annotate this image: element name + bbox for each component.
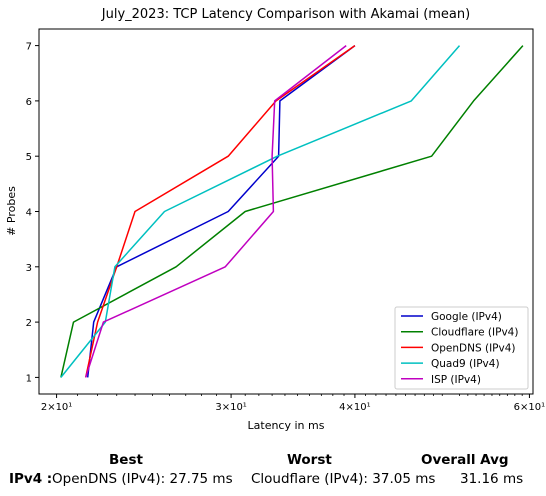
y-tick-label: 7 xyxy=(26,42,32,53)
x-axis-label: Latency in ms xyxy=(248,419,325,432)
worst-value: Cloudflare (IPv4): 37.05 ms xyxy=(251,471,436,487)
series-line-isp-ipv4 xyxy=(84,45,347,378)
legend: Google (IPv4) Cloudflare (IPv4) OpenDNS (I… xyxy=(394,306,529,390)
y-tick-label: 4 xyxy=(26,208,32,219)
x-tick-label: 2×10¹ xyxy=(41,402,72,413)
ipv4-row-label: IPv4 : xyxy=(9,471,53,487)
legend-entry: ISP (IPv4) xyxy=(431,374,481,386)
best-header: Best xyxy=(109,452,143,468)
worst-header: Worst xyxy=(287,452,332,468)
legend-entry: Google (IPv4) xyxy=(431,311,502,323)
avg-header: Overall Avg xyxy=(421,452,509,468)
legend-box xyxy=(394,306,529,390)
y-tick-label: 5 xyxy=(26,152,32,163)
series-line-quad9-ipv4 xyxy=(60,45,461,378)
x-tick-label: 6×10¹ xyxy=(514,402,545,413)
legend-entry: Cloudflare (IPv4) xyxy=(431,327,518,339)
y-tick-label: 6 xyxy=(26,97,32,108)
y-axis-ticks: 1 2 3 4 5 6 7 xyxy=(26,42,39,384)
y-axis-label: # Probes xyxy=(5,186,18,236)
legend-entry: OpenDNS (IPv4) xyxy=(431,342,516,354)
y-tick-label: 2 xyxy=(26,318,32,329)
chart-title: July_2023: TCP Latency Comparison with A… xyxy=(101,7,470,22)
avg-value: 31.16 ms xyxy=(460,471,524,487)
y-tick-label: 1 xyxy=(26,373,32,384)
legend-entry: Quad9 (IPv4) xyxy=(431,358,500,370)
series-line-cloudflare-ipv4 xyxy=(60,45,524,378)
x-tick-label: 4×10¹ xyxy=(339,402,370,413)
series-layer xyxy=(60,44,524,378)
best-value: OpenDNS (IPv4): 27.75 ms xyxy=(52,471,233,487)
x-tick-label: 3×10¹ xyxy=(215,402,246,413)
series-line-opendns-ipv4 xyxy=(84,44,356,378)
series-line-google-ipv4 xyxy=(86,44,356,378)
latency-chart: July_2023: TCP Latency Comparison with A… xyxy=(5,7,545,432)
x-axis-ticks: 2×10¹ 3×10¹ 4×10¹ 6×10¹ xyxy=(41,394,545,413)
y-tick-label: 3 xyxy=(26,263,32,274)
